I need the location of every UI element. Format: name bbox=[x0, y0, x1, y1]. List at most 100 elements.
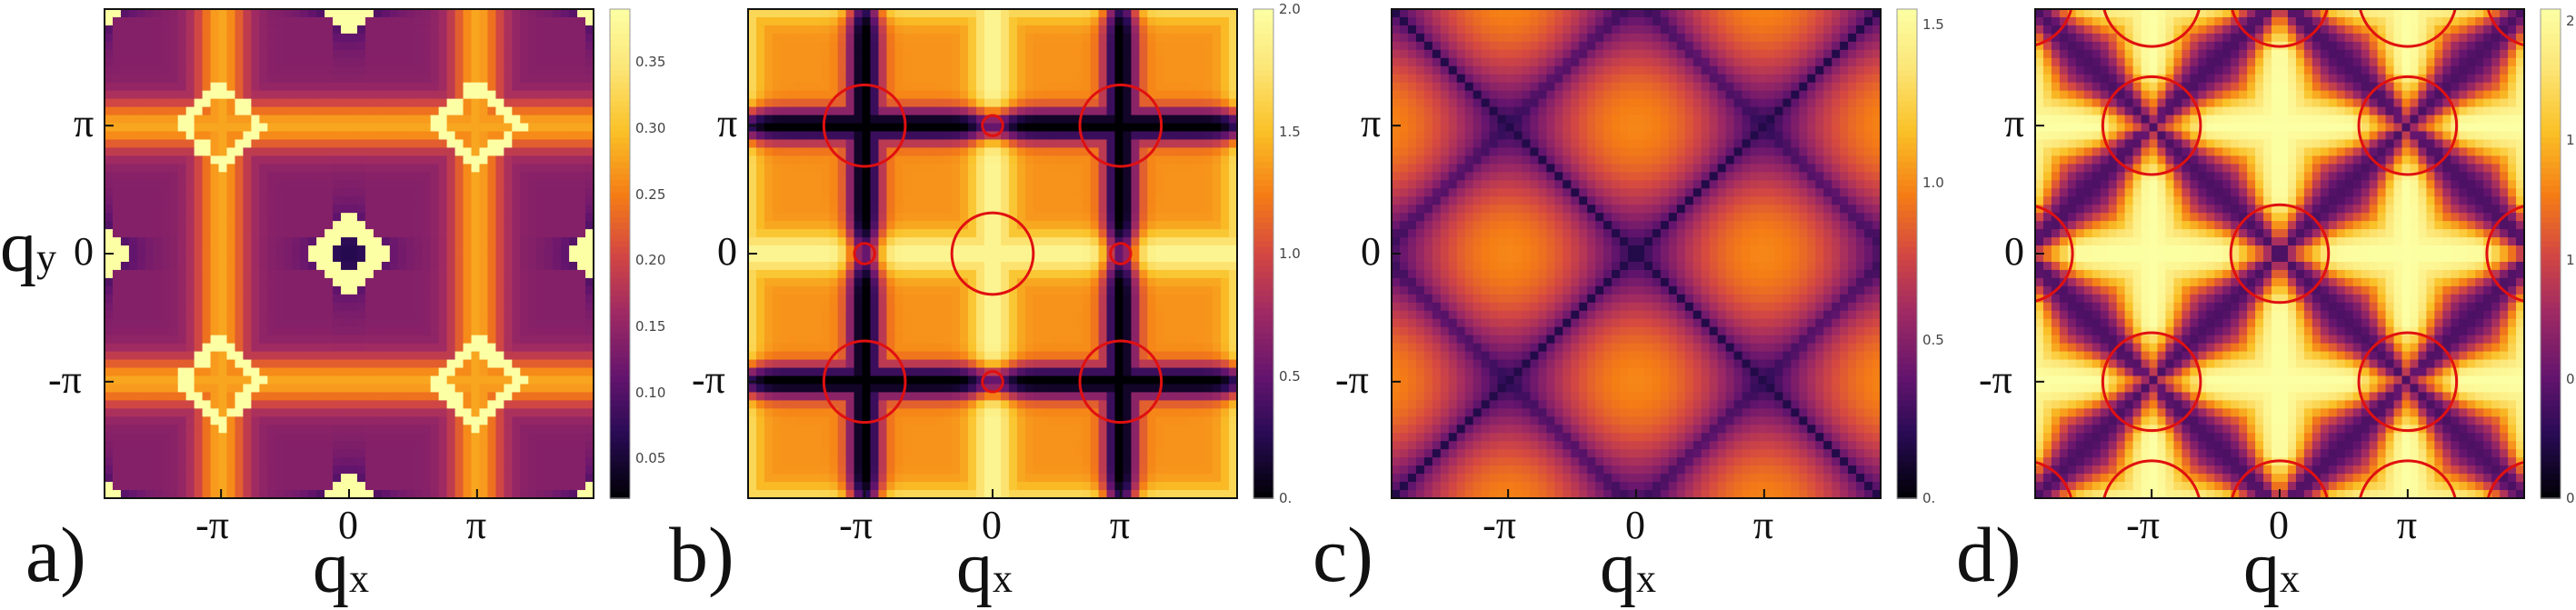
colorbar-segment bbox=[610, 303, 630, 310]
heatmap-cell bbox=[878, 42, 887, 51]
heatmap-cell bbox=[1033, 58, 1043, 67]
heatmap-cell bbox=[797, 155, 806, 165]
heatmap-cell bbox=[251, 416, 260, 425]
heatmap-cell bbox=[756, 91, 765, 100]
heatmap-cell bbox=[1131, 107, 1140, 116]
y-tick-label: -π bbox=[48, 356, 82, 403]
heatmap-cell bbox=[259, 392, 268, 401]
heatmap-cell bbox=[479, 245, 488, 255]
heatmap-cell bbox=[1180, 91, 1189, 100]
heatmap-cell bbox=[479, 124, 488, 133]
heatmap-cell bbox=[960, 66, 969, 75]
heatmap-cell bbox=[464, 132, 473, 141]
heatmap-cell bbox=[993, 58, 1002, 67]
heatmap-cell bbox=[479, 164, 488, 173]
heatmap-cell bbox=[374, 400, 383, 409]
heatmap-cell bbox=[993, 164, 1002, 173]
heatmap-cell bbox=[178, 229, 187, 238]
heatmap-cell bbox=[251, 319, 260, 328]
heatmap-cell bbox=[455, 303, 464, 312]
heatmap-cell bbox=[357, 172, 366, 181]
heatmap-cell bbox=[479, 188, 488, 197]
heatmap-cell bbox=[830, 164, 839, 173]
heatmap-cell bbox=[284, 188, 293, 197]
heatmap-cell bbox=[235, 221, 244, 230]
heatmap-cell bbox=[374, 155, 383, 165]
heatmap-cell bbox=[121, 344, 130, 353]
heatmap-cell bbox=[235, 327, 244, 336]
heatmap-cell bbox=[170, 449, 179, 458]
heatmap-cell bbox=[439, 34, 448, 43]
heatmap-cell bbox=[512, 400, 521, 409]
heatmap-cell bbox=[178, 303, 187, 312]
heatmap-cell bbox=[1107, 139, 1116, 148]
heatmap-cell bbox=[1131, 115, 1140, 125]
heatmap-cell bbox=[1115, 91, 1124, 100]
heatmap-cell bbox=[1009, 164, 1018, 173]
heatmap-cell bbox=[406, 229, 415, 238]
heatmap-cell bbox=[251, 188, 260, 197]
heatmap-cell bbox=[243, 172, 252, 181]
heatmap-cell bbox=[439, 91, 448, 100]
heatmap-cell bbox=[414, 262, 424, 271]
heatmap-cell bbox=[162, 449, 171, 458]
heatmap-cell bbox=[398, 433, 407, 442]
heatmap-cell bbox=[121, 188, 130, 197]
heatmap-cell bbox=[129, 319, 138, 328]
heatmap-cell bbox=[349, 352, 358, 361]
heatmap-cell bbox=[341, 9, 350, 18]
heatmap-cell bbox=[487, 303, 496, 312]
heatmap-cell bbox=[203, 360, 212, 369]
heatmap-cell bbox=[406, 400, 415, 409]
heatmap-cell bbox=[129, 66, 138, 75]
heatmap-cell bbox=[341, 360, 350, 369]
heatmap-cell bbox=[219, 319, 228, 328]
heatmap-cell bbox=[243, 449, 252, 458]
heatmap-cell bbox=[170, 229, 179, 238]
heatmap-cell bbox=[121, 270, 130, 279]
heatmap-cell bbox=[162, 139, 171, 148]
heatmap-cell bbox=[1050, 132, 1059, 141]
heatmap-cell bbox=[105, 172, 114, 181]
y-axis-label: qy bbox=[0, 206, 56, 289]
heatmap-cell bbox=[1001, 99, 1010, 108]
heatmap-cell bbox=[170, 164, 179, 173]
heatmap-cell bbox=[406, 34, 415, 43]
heatmap-cell bbox=[431, 42, 440, 51]
heatmap-cell bbox=[487, 392, 496, 401]
heatmap-cell bbox=[1050, 115, 1059, 125]
heatmap-cell bbox=[1058, 107, 1067, 116]
heatmap-cell bbox=[203, 408, 212, 417]
heatmap-cell bbox=[275, 66, 285, 75]
heatmap-cell bbox=[154, 384, 163, 393]
heatmap-cell bbox=[406, 441, 415, 450]
heatmap-cell bbox=[374, 229, 383, 238]
heatmap-cell bbox=[382, 213, 391, 222]
heatmap-cell bbox=[455, 311, 464, 320]
heatmap-cell bbox=[129, 344, 138, 353]
heatmap-cell bbox=[814, 124, 823, 133]
heatmap-cell bbox=[170, 115, 179, 125]
heatmap-cell bbox=[267, 327, 276, 336]
heatmap-cell bbox=[1123, 139, 1132, 148]
heatmap-cell bbox=[284, 262, 293, 271]
heatmap-cell bbox=[162, 180, 171, 189]
heatmap-cell bbox=[1107, 25, 1116, 35]
heatmap-cell bbox=[324, 205, 334, 214]
heatmap-cell bbox=[1155, 75, 1164, 84]
heatmap-cell bbox=[903, 155, 912, 165]
heatmap-cell bbox=[154, 262, 163, 271]
heatmap-cell bbox=[300, 262, 309, 271]
heatmap-cell bbox=[1017, 42, 1026, 51]
heatmap-cell bbox=[275, 384, 285, 393]
heatmap-cell bbox=[316, 132, 325, 141]
heatmap-cell bbox=[1009, 172, 1018, 181]
heatmap-cell bbox=[871, 66, 880, 75]
heatmap-cell bbox=[398, 392, 407, 401]
heatmap-cell bbox=[935, 50, 944, 59]
heatmap-cell bbox=[267, 34, 276, 43]
heatmap-cell bbox=[284, 17, 293, 26]
heatmap-cell bbox=[154, 270, 163, 279]
heatmap-cell bbox=[423, 319, 432, 328]
heatmap-cell bbox=[944, 132, 953, 141]
